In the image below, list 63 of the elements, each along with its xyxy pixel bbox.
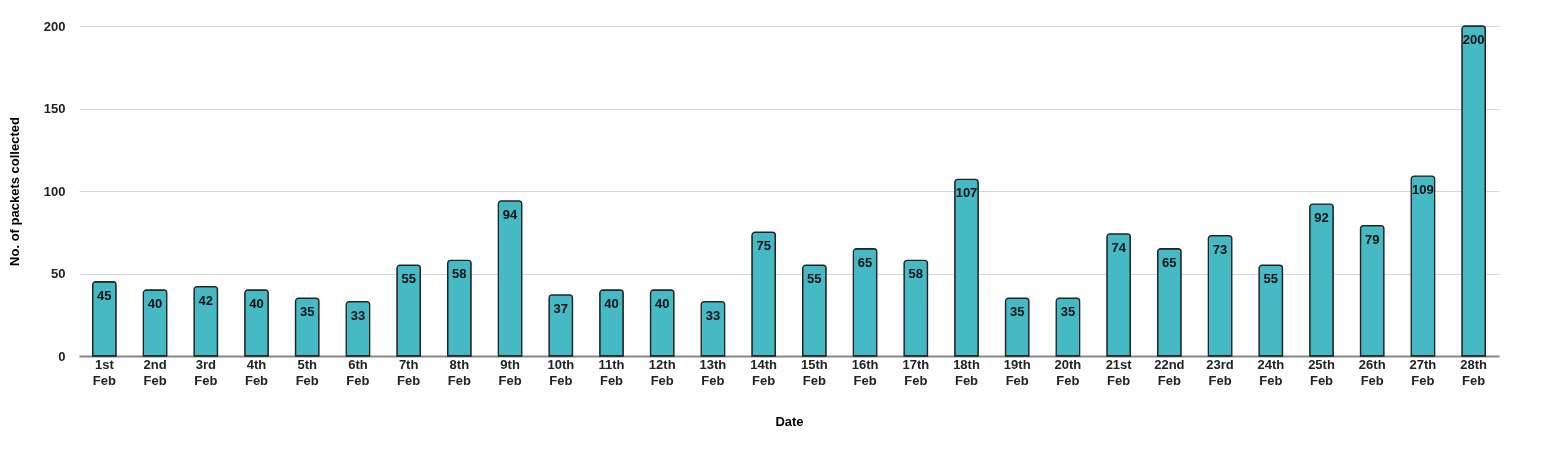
data-label: 74 <box>1111 239 1127 255</box>
y-tick-label: 200 <box>43 18 66 34</box>
data-label: 40 <box>147 296 163 311</box>
x-tick-label: 9th Feb <box>498 356 522 388</box>
data-label: 92 <box>1314 210 1329 226</box>
x-tick-label: 3rd Feb <box>194 356 218 388</box>
data-label: 65 <box>1162 254 1177 270</box>
x-tick-label: 11th Feb <box>598 356 625 388</box>
data-label: 55 <box>401 271 416 287</box>
data-label: 55 <box>1263 271 1279 287</box>
data-label: 107 <box>955 185 978 201</box>
y-tick-label: 0 <box>58 348 66 364</box>
y-tick-label: 150 <box>43 101 66 116</box>
data-label: 35 <box>1009 304 1025 320</box>
y-axis-title: No. of packets collected <box>6 117 22 266</box>
x-tick-label: 16th Feb <box>851 356 879 388</box>
x-tick-label: 25th Feb <box>1308 356 1335 388</box>
x-tick-label: 20th Feb <box>1054 356 1082 388</box>
x-tick-label: 5th Feb <box>295 356 319 388</box>
x-tick-label: 23rd Feb <box>1206 356 1234 388</box>
x-tick-label: 1st Feb <box>92 356 116 388</box>
data-label: 37 <box>553 300 569 316</box>
data-label: 45 <box>97 287 112 303</box>
x-tick-label: 12th Feb <box>648 356 676 388</box>
data-label: 55 <box>807 271 822 287</box>
data-label: 40 <box>604 296 619 311</box>
x-tick-label: 17th Feb <box>902 356 930 388</box>
x-tick-label: 15th Feb <box>800 356 828 388</box>
x-tick-label: 24th Feb <box>1257 356 1285 388</box>
x-tick-label: 21st Feb <box>1105 356 1133 388</box>
x-tick-label: 26th Feb <box>1358 356 1386 388</box>
data-label: 40 <box>249 296 264 311</box>
data-label: 58 <box>908 266 924 282</box>
x-tick-label: 6th Feb <box>346 356 370 388</box>
x-tick-label: 4th Feb <box>244 356 269 388</box>
data-label: 79 <box>1364 231 1380 247</box>
x-tick-label: 18th Feb <box>953 356 980 388</box>
data-label: 35 <box>1060 304 1076 320</box>
data-label: 42 <box>198 292 214 308</box>
data-label: 35 <box>299 304 315 320</box>
x-axis-title: Date <box>775 413 804 429</box>
data-label: 73 <box>1212 241 1228 257</box>
x-tick-label: 27th Feb <box>1409 356 1437 388</box>
x-tick-label: 2nd Feb <box>143 356 167 388</box>
data-label: 40 <box>654 296 670 311</box>
data-label: 109 <box>1412 182 1434 198</box>
data-label: 33 <box>350 307 366 323</box>
y-tick-label: 100 <box>43 183 66 199</box>
x-tick-label: 19th Feb <box>1003 356 1031 388</box>
x-tick-label: 10th Feb <box>547 356 575 388</box>
data-label: 65 <box>857 254 873 270</box>
data-label: 75 <box>756 238 771 254</box>
x-tick-label: 22nd Feb <box>1154 356 1185 388</box>
data-label: 33 <box>705 307 721 323</box>
x-tick-label: 14th Feb <box>750 356 778 388</box>
data-label: 200 <box>1462 32 1485 47</box>
x-tick-label: 13th Feb <box>699 356 727 388</box>
x-tick-label: 28th Feb <box>1460 356 1488 388</box>
data-label: 94 <box>502 206 519 222</box>
x-tick-label: 7th Feb <box>397 356 421 388</box>
data-label: 58 <box>452 266 467 282</box>
x-tick-label: 8th Feb <box>447 356 471 388</box>
y-tick-label: 50 <box>51 266 66 281</box>
